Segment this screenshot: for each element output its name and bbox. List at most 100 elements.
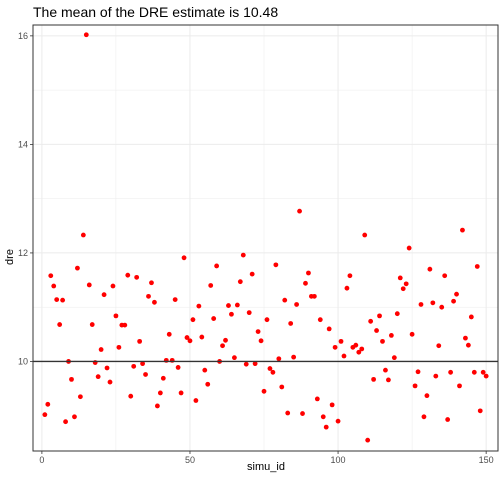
plot-background <box>33 25 498 451</box>
data-point <box>326 326 332 332</box>
data-point <box>131 363 137 369</box>
data-point <box>140 361 145 367</box>
data-point <box>77 394 83 400</box>
x-tick-label: 150 <box>479 455 494 465</box>
data-point <box>255 329 261 335</box>
data-point <box>409 331 415 337</box>
data-point <box>329 402 335 408</box>
data-point <box>57 322 63 327</box>
data-point <box>199 334 205 340</box>
x-tick-label: 100 <box>331 455 346 465</box>
data-point <box>110 283 116 289</box>
data-point <box>359 346 365 352</box>
data-point <box>306 270 311 276</box>
data-point <box>193 398 199 403</box>
data-point <box>86 282 92 288</box>
data-point <box>172 297 178 302</box>
data-point <box>252 361 258 367</box>
data-point <box>457 383 462 389</box>
data-point <box>246 310 252 316</box>
data-point <box>220 343 225 349</box>
data-point <box>211 316 217 321</box>
data-point <box>397 275 403 281</box>
data-point <box>107 379 113 385</box>
x-tick-label: 0 <box>39 455 44 465</box>
x-tick-label: 50 <box>185 455 195 465</box>
data-point <box>45 401 51 407</box>
data-point <box>314 396 320 402</box>
data-point <box>400 286 406 292</box>
data-point <box>430 300 436 306</box>
data-point <box>471 369 477 375</box>
data-point <box>122 322 128 328</box>
data-point <box>285 410 291 416</box>
data-point <box>104 365 110 371</box>
data-point <box>480 369 486 375</box>
data-point <box>442 273 448 279</box>
data-point <box>362 232 368 238</box>
data-point <box>223 337 228 343</box>
data-point <box>267 366 273 371</box>
data-point <box>181 255 187 261</box>
data-point <box>89 322 95 327</box>
data-point <box>320 414 326 420</box>
data-point <box>291 354 297 360</box>
data-point <box>237 279 243 285</box>
data-point <box>279 384 285 390</box>
data-point <box>317 317 323 323</box>
data-point <box>146 293 151 299</box>
data-point <box>202 367 208 373</box>
data-point <box>288 321 294 326</box>
data-point <box>273 262 279 268</box>
data-point <box>116 344 122 350</box>
data-point <box>166 331 172 337</box>
data-point <box>149 280 154 286</box>
data-point <box>394 311 400 317</box>
data-point <box>451 298 456 304</box>
data-point <box>374 328 379 333</box>
data-point <box>448 369 454 375</box>
data-point <box>344 285 350 291</box>
data-point <box>468 314 474 320</box>
data-point <box>258 338 264 344</box>
data-point <box>356 349 362 355</box>
data-point <box>270 369 276 375</box>
data-point <box>196 303 202 309</box>
data-point <box>128 393 134 399</box>
data-point <box>474 264 480 269</box>
data-point <box>341 353 347 359</box>
data-point <box>332 344 338 350</box>
data-point <box>338 338 344 344</box>
data-point <box>377 313 382 319</box>
data-point <box>101 292 107 298</box>
data-point <box>125 272 131 278</box>
data-point <box>42 412 48 418</box>
data-point <box>154 403 160 409</box>
data-point <box>454 291 459 297</box>
data-point <box>371 376 377 382</box>
data-point <box>51 283 57 289</box>
data-point <box>226 303 231 308</box>
data-point <box>424 393 430 399</box>
data-point <box>353 342 359 348</box>
data-point <box>439 304 445 310</box>
data-point <box>297 208 302 214</box>
data-point <box>415 369 421 375</box>
data-point <box>261 388 267 394</box>
data-point <box>184 335 190 340</box>
data-point <box>234 302 240 308</box>
data-point <box>160 375 166 381</box>
data-point <box>311 293 317 299</box>
data-point <box>483 373 489 379</box>
data-point <box>60 297 66 303</box>
data-point <box>69 376 74 382</box>
chart-title: The mean of the DRE estimate is 10.48 <box>33 4 278 20</box>
data-point <box>249 271 255 277</box>
data-point <box>335 418 341 424</box>
data-point <box>264 317 270 323</box>
data-point <box>300 411 305 416</box>
data-point <box>418 302 424 307</box>
data-point <box>98 347 104 352</box>
data-point <box>63 419 68 425</box>
